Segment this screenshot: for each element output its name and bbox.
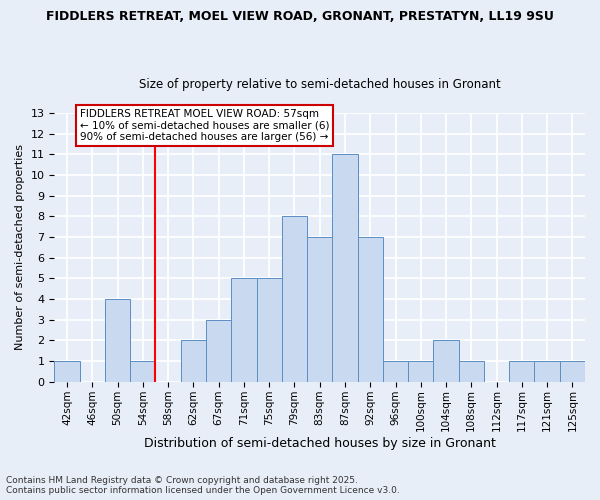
Bar <box>383 361 408 382</box>
Bar <box>307 237 332 382</box>
Bar <box>535 361 560 382</box>
X-axis label: Distribution of semi-detached houses by size in Gronant: Distribution of semi-detached houses by … <box>144 437 496 450</box>
Bar <box>408 361 433 382</box>
Bar <box>458 361 484 382</box>
Bar <box>332 154 358 382</box>
Bar <box>231 278 257 382</box>
Y-axis label: Number of semi-detached properties: Number of semi-detached properties <box>15 144 25 350</box>
Bar <box>55 361 80 382</box>
Bar <box>206 320 231 382</box>
Bar <box>130 361 155 382</box>
Bar <box>282 216 307 382</box>
Bar <box>560 361 585 382</box>
Bar <box>358 237 383 382</box>
Bar <box>181 340 206 382</box>
Title: Size of property relative to semi-detached houses in Gronant: Size of property relative to semi-detach… <box>139 78 500 91</box>
Bar <box>105 299 130 382</box>
Text: Contains HM Land Registry data © Crown copyright and database right 2025.
Contai: Contains HM Land Registry data © Crown c… <box>6 476 400 495</box>
Text: FIDDLERS RETREAT, MOEL VIEW ROAD, GRONANT, PRESTATYN, LL19 9SU: FIDDLERS RETREAT, MOEL VIEW ROAD, GRONAN… <box>46 10 554 23</box>
Bar <box>433 340 458 382</box>
Text: FIDDLERS RETREAT MOEL VIEW ROAD: 57sqm
← 10% of semi-detached houses are smaller: FIDDLERS RETREAT MOEL VIEW ROAD: 57sqm ←… <box>80 109 329 142</box>
Bar <box>257 278 282 382</box>
Bar <box>509 361 535 382</box>
